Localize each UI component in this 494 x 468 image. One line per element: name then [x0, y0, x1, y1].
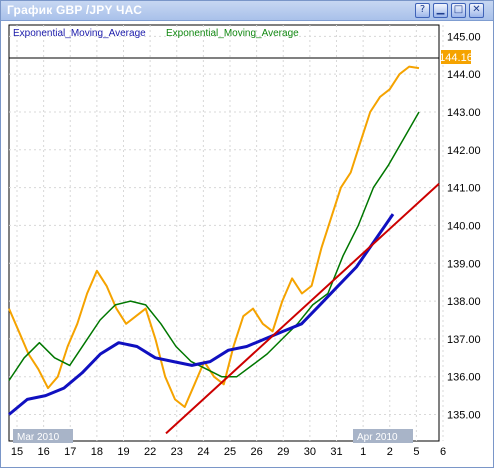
x-tick-label: 15 — [11, 446, 23, 458]
month-label-apr: Apr 2010 — [357, 432, 398, 443]
y-tick-label: 136.00 — [447, 372, 481, 384]
ema-slow-series — [8, 213, 395, 416]
series-layer — [8, 65, 440, 435]
month-label-mar: Mar 2010 — [17, 432, 60, 443]
y-tick-label: 140.00 — [447, 220, 481, 232]
y-tick-label: 145.00 — [447, 31, 481, 43]
y-axis: 145.00 144.00 143.00 142.00 141.00 140.00 139.… — [447, 31, 481, 421]
x-tick-label: 30 — [304, 446, 316, 458]
grid — [9, 25, 444, 441]
y-tick-label: 143.00 — [447, 107, 481, 119]
x-tick-label: 22 — [144, 446, 156, 458]
trendline — [165, 183, 440, 435]
help-button[interactable]: ? — [415, 3, 430, 18]
minimize-button[interactable]: ▁ — [433, 3, 448, 18]
title-bar[interactable]: График GBP /JPY ЧАС ? ▁ □ ✕ — [1, 1, 493, 21]
y-tick-label: 141.00 — [447, 183, 481, 195]
x-tick-label: 23 — [171, 446, 183, 458]
x-tick-label: 24 — [197, 446, 209, 458]
x-tick-label: 25 — [224, 446, 236, 458]
month-label-mar-bg — [13, 429, 73, 443]
y-tick-label: 137.00 — [447, 334, 481, 346]
x-tick-label: 1 — [360, 446, 366, 458]
x-tick-label: 19 — [117, 446, 129, 458]
x-tick-label: 5 — [413, 446, 419, 458]
x-tick-label: 26 — [251, 446, 263, 458]
x-tick-label: 31 — [330, 446, 342, 458]
x-tick-label: 16 — [38, 446, 50, 458]
y-tick-label: 138.00 — [447, 296, 481, 308]
x-axis: 15 16 17 18 19 22 23 24 25 26 29 30 31 1 2 5 6 — [11, 446, 446, 458]
y-tick-label: 144.00 — [447, 69, 481, 81]
window-title: График GBP /JPY ЧАС — [7, 3, 143, 17]
ema-fast-series — [8, 111, 420, 381]
y-tick-label: 142.00 — [447, 145, 481, 157]
month-label-apr-bg — [353, 429, 413, 443]
x-tick-label: 29 — [277, 446, 289, 458]
maximize-button[interactable]: □ — [451, 3, 466, 18]
x-tick-label: 6 — [440, 446, 446, 458]
y-tick-label: 139.00 — [447, 258, 481, 270]
plot-area — [8, 24, 440, 442]
ema-legend-2: Exponential_Moving_Average — [166, 28, 299, 39]
current-price-badge — [441, 50, 471, 64]
current-price-label: 144.16 — [439, 52, 473, 64]
x-tick-label: 18 — [91, 446, 103, 458]
close-button[interactable]: ✕ — [469, 3, 484, 18]
price-series — [8, 65, 420, 408]
price-chart[interactable]: 145.00 144.00 143.00 142.00 141.00 140.00 139.… — [1, 21, 493, 467]
y-tick-label: 135.00 — [447, 410, 481, 422]
x-tick-label: 17 — [64, 446, 76, 458]
x-tick-label: 2 — [387, 446, 393, 458]
ema-legend-1: Exponential_Moving_Average — [13, 28, 146, 39]
